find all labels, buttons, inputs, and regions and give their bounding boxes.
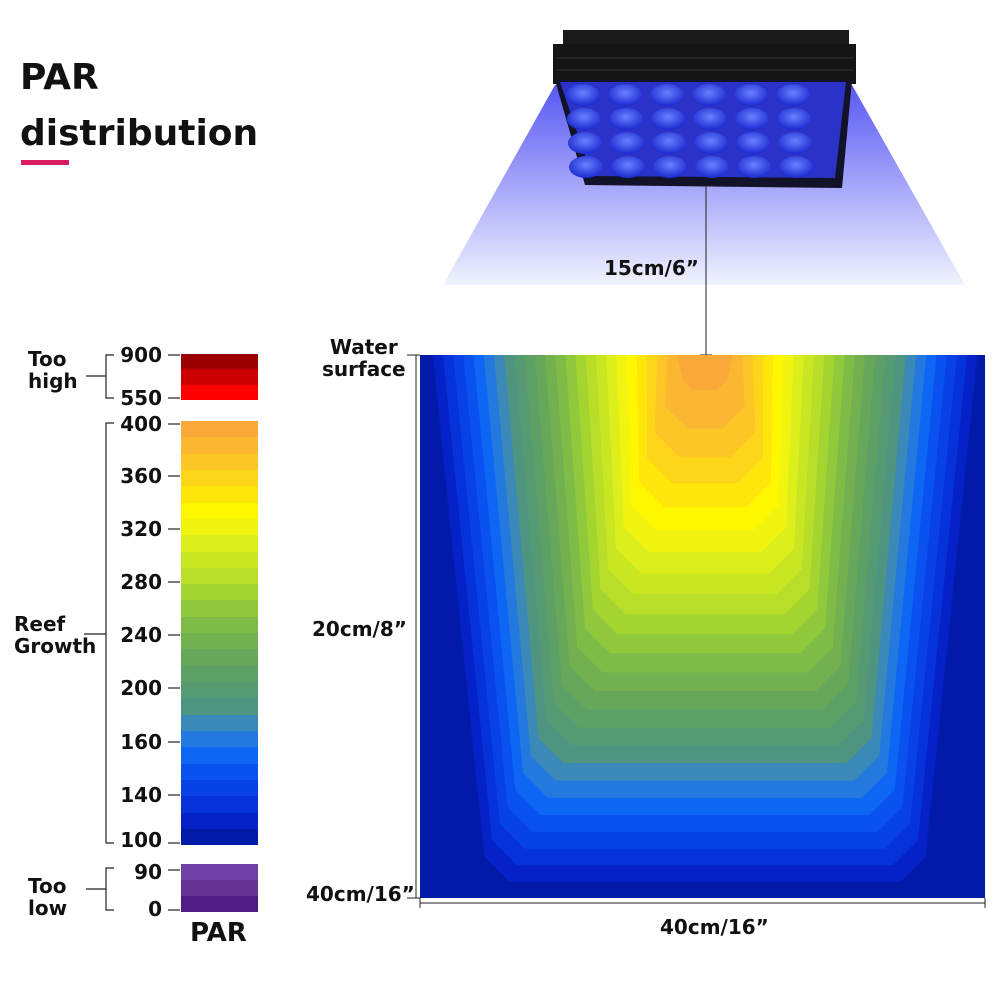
colorbar-band — [181, 567, 258, 585]
plot-axes — [407, 354, 986, 908]
tick-label: 360 — [120, 464, 162, 488]
led-lens — [695, 156, 729, 178]
tick-label: 900 — [120, 343, 162, 367]
tick-label: 320 — [120, 517, 162, 541]
too-low-label: Too low — [28, 874, 68, 920]
tick-label: 160 — [120, 730, 162, 754]
title-accent-bar — [21, 160, 69, 165]
reef-growth-label: Reef Growth — [14, 612, 97, 658]
water-surface-label: Water surface — [322, 335, 406, 381]
plot-width-label: 40cm/16” — [660, 915, 769, 939]
too-high-colorbar — [181, 354, 258, 400]
reef-bracket — [84, 422, 114, 844]
title-line-2: distribution — [20, 113, 259, 154]
led-lens — [569, 156, 603, 178]
tick-label: 200 — [120, 676, 162, 700]
colorbar-band — [181, 600, 258, 617]
too-high-bracket — [86, 354, 114, 399]
colorbar-band — [181, 633, 258, 650]
bottom-depth-label: 40cm/16” — [306, 882, 415, 906]
colorbar-band — [181, 486, 258, 503]
page-title: PAR distribution — [20, 50, 258, 162]
led-lens — [608, 84, 642, 106]
led-lens — [776, 84, 810, 106]
tick-label: 140 — [120, 783, 162, 807]
tick-label: 550 — [120, 386, 162, 410]
colorbar-band — [181, 896, 258, 912]
tick-label: 400 — [120, 412, 162, 436]
colorbar-band — [181, 502, 258, 519]
led-lens — [779, 156, 813, 178]
colorbar-band — [181, 714, 258, 731]
colorbar-band — [181, 453, 258, 470]
colorbar-band — [181, 880, 258, 896]
colorbar-band — [181, 649, 258, 666]
led-lens — [610, 132, 644, 154]
tick-label: 100 — [120, 828, 162, 852]
led-lens — [650, 84, 684, 106]
colorbar-band — [181, 698, 258, 715]
reef-growth-colorbar — [181, 421, 258, 846]
colorbar-band — [181, 518, 258, 536]
tick-label: 280 — [120, 570, 162, 594]
colorbar-unit-label: PAR — [190, 918, 247, 948]
colorbar-band — [181, 828, 258, 846]
led-lens — [692, 84, 726, 106]
mid-depth-label: 20cm/8” — [312, 617, 407, 641]
led-lens — [736, 132, 770, 154]
too-low-colorbar — [181, 864, 258, 912]
colorbar-band — [181, 384, 258, 400]
colorbar-band — [181, 864, 258, 880]
colorbar-band — [181, 421, 258, 438]
colorbar-band — [181, 354, 258, 370]
led-lens — [735, 108, 769, 130]
too-high-label: Too high — [28, 347, 78, 393]
led-lens — [777, 108, 811, 130]
title-line-1: PAR — [20, 57, 99, 98]
tick-label: 0 — [148, 897, 162, 921]
colorbar-band — [181, 369, 258, 385]
colorbar-band — [181, 796, 258, 813]
colorbar-band — [181, 584, 258, 601]
led-lens — [737, 156, 771, 178]
colorbar-band — [181, 763, 258, 780]
colorbar-band — [181, 469, 258, 487]
tick-label: 90 — [134, 860, 162, 884]
colorbar-band — [181, 682, 258, 699]
led-lens — [611, 156, 645, 178]
led-lens — [568, 132, 602, 154]
colorbar-band — [181, 665, 258, 682]
lamp-height-label: 15cm/6” — [604, 256, 699, 280]
led-lens — [778, 132, 812, 154]
led-lens — [652, 132, 686, 154]
colorbar-band — [181, 730, 258, 748]
led-lens — [566, 84, 600, 106]
legend-brackets — [84, 354, 114, 911]
too-low-bracket — [86, 867, 114, 911]
led-lens — [734, 84, 768, 106]
led-lens — [567, 108, 601, 130]
lamp-fixture — [553, 30, 856, 188]
led-lens — [694, 132, 728, 154]
colorbar-band — [181, 779, 258, 797]
par-contour-map — [420, 355, 985, 898]
contour-level — [677, 355, 733, 390]
colorbar-band — [181, 747, 258, 764]
led-lens — [693, 108, 727, 130]
colorbar-band — [181, 551, 258, 568]
led-lens — [653, 156, 687, 178]
colorbar-band — [181, 812, 258, 829]
led-lens — [651, 108, 685, 130]
colorbar-band — [181, 437, 258, 454]
tick-label: 240 — [120, 623, 162, 647]
led-lens — [609, 108, 643, 130]
colorbar-band — [181, 535, 258, 552]
colorbar-band — [181, 616, 258, 634]
